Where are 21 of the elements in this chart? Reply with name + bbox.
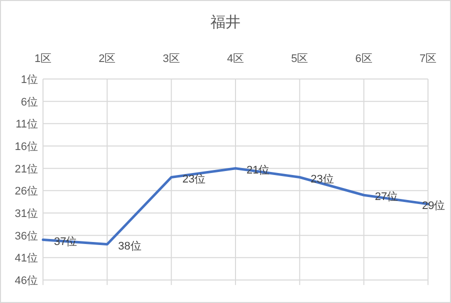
x-tick-label: 1区	[34, 53, 52, 65]
x-tick-label: 3区	[162, 53, 180, 65]
y-tick-label: 16位	[14, 141, 38, 153]
data-label: 38位	[118, 240, 142, 252]
y-tick-label: 11位	[16, 118, 38, 131]
x-tick-label: 4区	[226, 53, 244, 65]
y-tick-label: 31位	[14, 208, 38, 220]
y-tick-label: 41位	[14, 252, 38, 265]
x-tick-label: 7区	[419, 53, 437, 65]
data-label: 29位	[422, 200, 446, 212]
x-tick-label: 5区	[291, 53, 308, 65]
chart-title: 福井	[210, 14, 240, 31]
y-tick-label: 26位	[14, 186, 38, 198]
y-tick-label: 46位	[14, 275, 38, 287]
x-tick-label: 6区	[355, 53, 372, 65]
data-label: 23位	[182, 173, 206, 186]
y-tick-label: 21位	[14, 163, 38, 176]
y-tick-label: 6位	[20, 96, 38, 108]
y-tick-label: 1位	[20, 74, 38, 86]
y-tick-label: 36位	[14, 230, 38, 242]
x-tick-label: 2区	[98, 53, 116, 65]
